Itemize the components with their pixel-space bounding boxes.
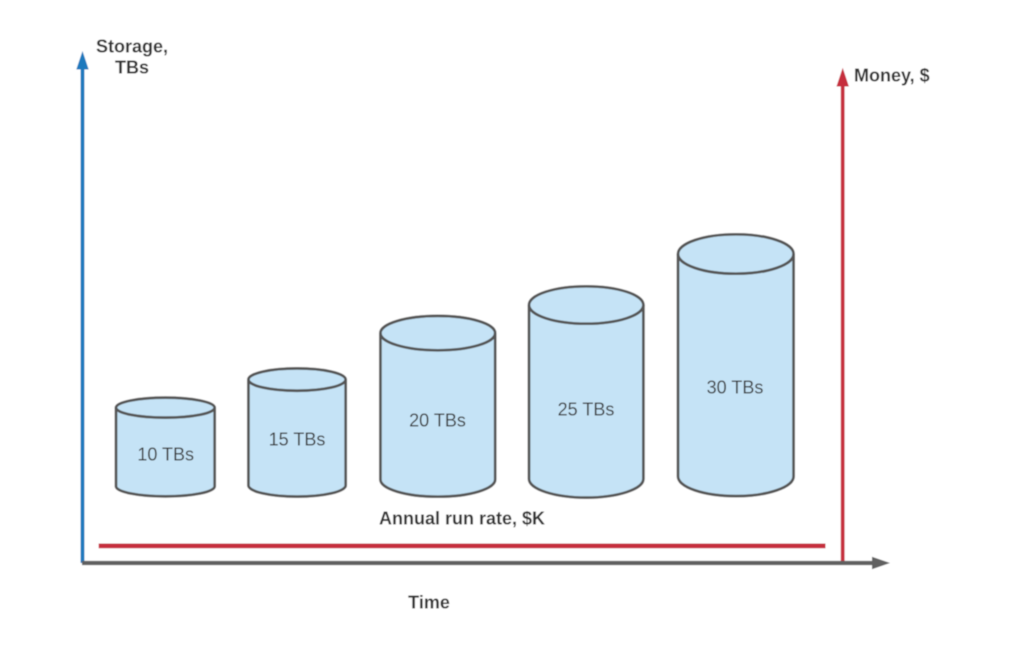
svg-text:20 TBs: 20 TBs [409, 411, 466, 431]
svg-text:Storage,: Storage, [96, 37, 168, 57]
svg-text:Annual run rate, $K: Annual run rate, $K [379, 509, 545, 529]
svg-text:Time: Time [408, 592, 450, 612]
svg-text:10 TBs: 10 TBs [137, 445, 194, 465]
svg-text:15 TBs: 15 TBs [269, 430, 326, 450]
svg-text:25 TBs: 25 TBs [558, 400, 615, 420]
svg-text:Money, $: Money, $ [854, 66, 930, 86]
svg-text:30 TBs: 30 TBs [707, 378, 764, 398]
svg-text:TBs: TBs [115, 58, 149, 78]
